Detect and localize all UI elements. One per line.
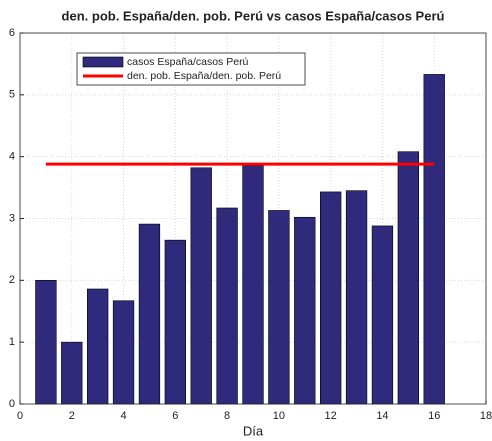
x-tick-label: 4	[120, 410, 126, 422]
bar	[268, 210, 290, 405]
x-tick-label: 14	[376, 410, 388, 422]
x-tick-label: 6	[172, 410, 178, 422]
y-tick-label: 6	[9, 27, 15, 39]
x-tick-label: 0	[17, 410, 23, 422]
bar	[87, 288, 109, 405]
legend-label: den. pob. España/den. pob. Perú	[127, 70, 281, 82]
x-tick-label: 16	[428, 410, 440, 422]
bar	[371, 225, 394, 405]
y-tick-label: 1	[9, 336, 15, 348]
y-tick-label: 4	[9, 151, 15, 163]
bar	[242, 165, 264, 405]
bar	[61, 341, 83, 405]
x-tick-label: 8	[224, 410, 230, 422]
bar	[320, 191, 342, 405]
bar	[138, 223, 161, 405]
bar	[345, 190, 368, 405]
legend-label: casos España/casos Perú	[127, 56, 249, 68]
x-axis-label: Día	[243, 423, 264, 438]
bar	[190, 167, 212, 405]
bar	[112, 300, 135, 405]
chart-title: den. pob. España/den. pob. Perú vs casos…	[62, 8, 445, 23]
bar	[164, 239, 186, 405]
y-tick-label: 3	[9, 212, 15, 224]
x-tick-label: 2	[69, 410, 75, 422]
plot-frame	[19, 32, 487, 405]
y-tick-label: 0	[9, 398, 15, 410]
bar	[35, 280, 57, 405]
bar	[397, 151, 419, 405]
y-tick-label: 2	[9, 274, 15, 286]
x-tick-label: 12	[325, 410, 337, 422]
bar	[216, 207, 238, 405]
bar	[294, 216, 316, 405]
x-tick-label: 18	[480, 410, 492, 422]
bar	[423, 74, 445, 405]
x-tick-label: 10	[273, 410, 285, 422]
legend-swatch	[82, 56, 124, 68]
y-tick-label: 5	[9, 89, 15, 101]
